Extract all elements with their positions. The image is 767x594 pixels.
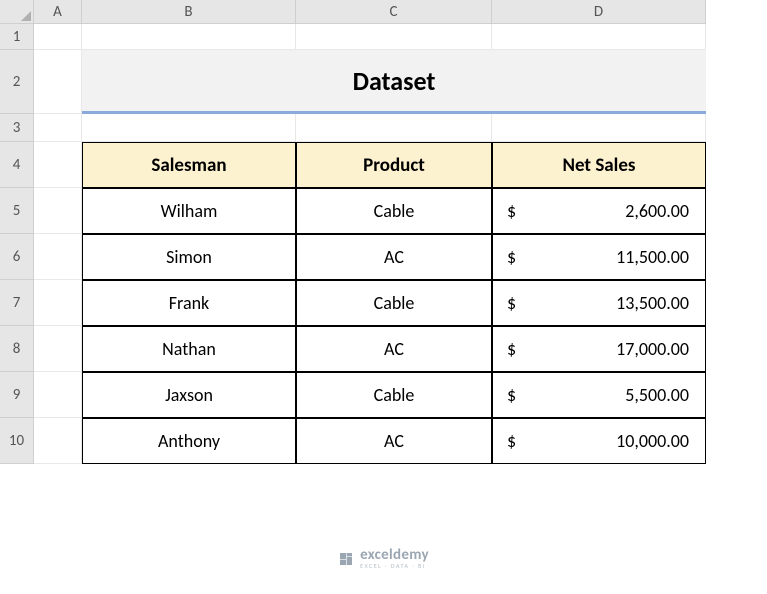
currency-symbol: $ [507, 430, 516, 452]
amount-value: 17,000.00 [616, 338, 689, 360]
amount-value: 10,000.00 [616, 430, 689, 452]
table-row[interactable]: Jaxson [82, 372, 296, 418]
col-header-A[interactable]: A [34, 0, 82, 24]
table-row[interactable]: Simon [82, 234, 296, 280]
cell-A4[interactable] [34, 142, 82, 188]
cell-B3[interactable] [82, 114, 296, 142]
spreadsheet-grid: A B C D 1 2 Dataset 3 4 Salesman Product… [0, 0, 767, 464]
cell-A9[interactable] [34, 372, 82, 418]
row-header-5[interactable]: 5 [0, 188, 34, 234]
currency-symbol: $ [507, 384, 516, 406]
row-header-1[interactable]: 1 [0, 24, 34, 50]
cell-C3[interactable] [296, 114, 492, 142]
table-row[interactable]: Nathan [82, 326, 296, 372]
cell-B1[interactable] [82, 24, 296, 50]
title-cell[interactable]: Dataset [82, 50, 706, 114]
cell-A10[interactable] [34, 418, 82, 464]
cell-D3[interactable] [492, 114, 706, 142]
currency-symbol: $ [507, 200, 516, 222]
table-header-salesman[interactable]: Salesman [82, 142, 296, 188]
table-header-product[interactable]: Product [296, 142, 492, 188]
row-header-10[interactable]: 10 [0, 418, 34, 464]
table-row[interactable]: Wilham [82, 188, 296, 234]
watermark-logo: exceldemy EXCEL · DATA · BI [0, 548, 767, 569]
row-header-3[interactable]: 3 [0, 114, 34, 142]
table-row[interactable]: Cable [296, 372, 492, 418]
row-header-7[interactable]: 7 [0, 280, 34, 326]
cell-A6[interactable] [34, 234, 82, 280]
cell-D1[interactable] [492, 24, 706, 50]
table-row[interactable]: AC [296, 418, 492, 464]
amount-value: 13,500.00 [616, 292, 689, 314]
amount-value: 11,500.00 [616, 246, 689, 268]
table-row[interactable]: $ 5,500.00 [492, 372, 706, 418]
logo-subtitle: EXCEL · DATA · BI [360, 563, 429, 569]
table-row[interactable]: $ 13,500.00 [492, 280, 706, 326]
row-header-2[interactable]: 2 [0, 50, 34, 114]
cell-A8[interactable] [34, 326, 82, 372]
table-row[interactable]: Frank [82, 280, 296, 326]
row-header-6[interactable]: 6 [0, 234, 34, 280]
row-header-4[interactable]: 4 [0, 142, 34, 188]
table-row[interactable]: $ 2,600.00 [492, 188, 706, 234]
exceldemy-icon [338, 551, 354, 567]
table-row[interactable]: $ 10,000.00 [492, 418, 706, 464]
cell-A1[interactable] [34, 24, 82, 50]
row-header-8[interactable]: 8 [0, 326, 34, 372]
table-row[interactable]: Cable [296, 188, 492, 234]
amount-value: 5,500.00 [625, 384, 689, 406]
table-row[interactable]: AC [296, 326, 492, 372]
table-header-netsales[interactable]: Net Sales [492, 142, 706, 188]
cell-A2[interactable] [34, 50, 82, 114]
table-row[interactable]: Cable [296, 280, 492, 326]
cell-A7[interactable] [34, 280, 82, 326]
currency-symbol: $ [507, 246, 516, 268]
table-row[interactable]: $ 17,000.00 [492, 326, 706, 372]
col-header-D[interactable]: D [492, 0, 706, 24]
currency-symbol: $ [507, 292, 516, 314]
cell-A5[interactable] [34, 188, 82, 234]
row-header-9[interactable]: 9 [0, 372, 34, 418]
amount-value: 2,600.00 [625, 200, 689, 222]
table-row[interactable]: $ 11,500.00 [492, 234, 706, 280]
currency-symbol: $ [507, 338, 516, 360]
col-header-C[interactable]: C [296, 0, 492, 24]
table-row[interactable]: Anthony [82, 418, 296, 464]
logo-name: exceldemy [360, 548, 429, 563]
table-row[interactable]: AC [296, 234, 492, 280]
cell-A3[interactable] [34, 114, 82, 142]
cell-C1[interactable] [296, 24, 492, 50]
select-all-corner[interactable] [0, 0, 34, 24]
col-header-B[interactable]: B [82, 0, 296, 24]
